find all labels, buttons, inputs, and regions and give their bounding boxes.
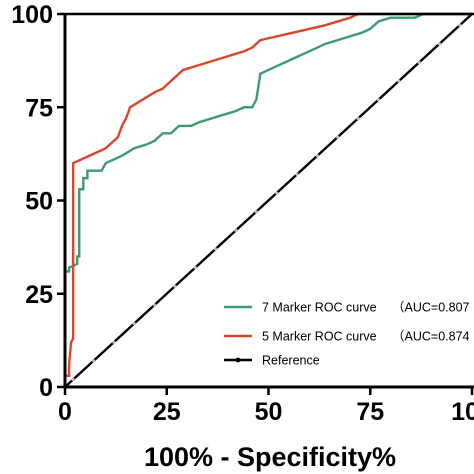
reference-marker bbox=[112, 340, 116, 344]
reference-marker bbox=[193, 266, 197, 270]
reference-marker bbox=[91, 359, 96, 363]
reference-marker bbox=[397, 79, 401, 83]
ticks-layer: 0 25 50 75 100 0 25 50 75 100 bbox=[11, 1, 474, 426]
y-tick-label: 75 bbox=[25, 94, 53, 122]
x-tick-label: 25 bbox=[153, 398, 181, 426]
x-tick-label: 50 bbox=[255, 398, 283, 426]
reference-marker bbox=[132, 321, 136, 326]
reference-marker bbox=[213, 247, 218, 251]
legend-marker bbox=[235, 357, 241, 363]
series-line-reference bbox=[64, 13, 473, 388]
legend-label: 7 Marker ROC curve bbox=[262, 301, 377, 315]
reference-marker bbox=[458, 23, 462, 27]
series-layer bbox=[63, 12, 473, 388]
legend-annotation: （AUC=0.807 bbox=[392, 301, 470, 315]
y-tick-label: 100 bbox=[11, 1, 53, 29]
y-tick-label: 25 bbox=[25, 281, 53, 309]
reference-marker bbox=[152, 303, 157, 307]
x-axis-title: 100% - Specificity% bbox=[144, 442, 396, 472]
reference-marker bbox=[417, 60, 421, 65]
series-line-7-marker-roc-curve bbox=[63, 12, 472, 387]
reference-marker bbox=[254, 210, 258, 214]
legend-label: 5 Marker ROC curve bbox=[262, 330, 377, 344]
reference-marker bbox=[315, 154, 319, 158]
reference-marker bbox=[234, 228, 238, 232]
legend-annotation: （AUC=0.874 bbox=[392, 330, 470, 344]
legend-label: Reference bbox=[262, 354, 320, 368]
reference-marker bbox=[173, 284, 177, 288]
reference-marker bbox=[275, 191, 279, 195]
series-line-5-marker-roc-curve bbox=[63, 12, 472, 387]
reference-marker bbox=[356, 116, 360, 121]
x-tick-label: 75 bbox=[356, 398, 384, 426]
reference-marker bbox=[437, 42, 442, 46]
legend: 7 Marker ROC curve （AUC=0.807 5 Marker ROC… bbox=[224, 301, 470, 368]
reference-marker bbox=[295, 172, 299, 176]
reference-marker bbox=[336, 135, 340, 139]
reference-marker bbox=[71, 377, 75, 382]
x-tick-label: 100 bbox=[451, 398, 474, 426]
y-tick-label: 0 bbox=[39, 374, 53, 402]
reference-marker bbox=[376, 98, 380, 102]
y-tick-label: 50 bbox=[25, 188, 53, 216]
x-tick-label: 0 bbox=[58, 398, 72, 426]
